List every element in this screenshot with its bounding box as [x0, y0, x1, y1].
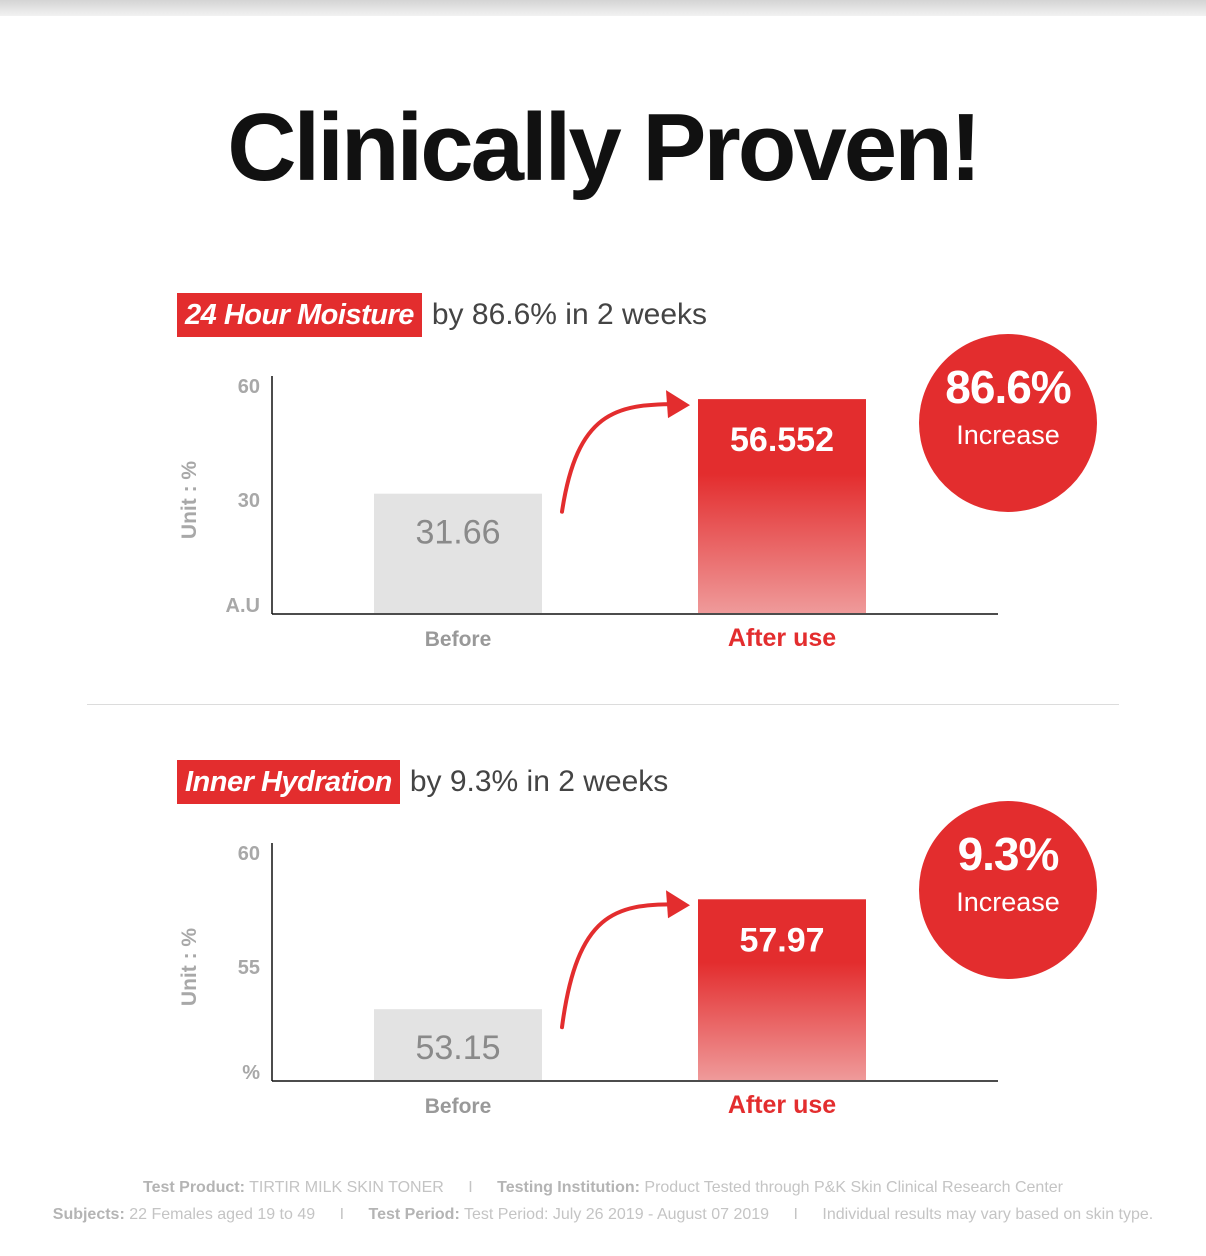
badge-label: Increase: [956, 887, 1060, 917]
section-subtitle: by 9.3% in 2 weeks: [409, 765, 669, 798]
footer-key: Testing Institution:: [497, 1179, 640, 1196]
y-axis-label: Unit : %: [178, 461, 201, 539]
bar-before: [374, 1009, 542, 1080]
x-tick-label: Before: [425, 1095, 492, 1118]
section-subtitle: by 86.6% in 2 weeks: [431, 298, 708, 331]
increase-arrow: [560, 902, 678, 1030]
section-tag: Inner Hydration: [177, 760, 400, 804]
badge-value: 9.3%: [957, 828, 1060, 880]
page-title: Clinically Proven!: [227, 94, 982, 201]
footer-value: Test Period: July 26 2019 - August 07 20…: [463, 1206, 770, 1223]
footer-separator: I: [339, 1206, 345, 1223]
arrow-head-icon: [666, 390, 690, 419]
section-heading: 24 Hour Moisture by 86.6% in 2 weeks: [177, 292, 707, 338]
bar-value-label: 57.97: [739, 921, 824, 959]
footer-value: Individual results may vary based on ski…: [822, 1206, 1154, 1223]
increase-badge: 9.3% Increase: [919, 801, 1097, 979]
top-bar: [0, 0, 1206, 16]
footer-line-1: Test Product: TIRTIR MILK SKIN TONER I T…: [0, 1179, 1206, 1197]
footer-key: Test Product:: [143, 1179, 245, 1196]
y-tick-label: 30: [238, 490, 260, 512]
y-tick-label: A.U: [226, 595, 260, 617]
x-tick-label: After use: [728, 624, 836, 652]
badge-label: Increase: [956, 420, 1060, 450]
increase-arrow: [560, 402, 678, 514]
y-tick-label: 60: [238, 376, 260, 398]
section-heading: Inner Hydration by 9.3% in 2 weeks: [177, 759, 668, 805]
chart-section-moisture: 24 Hour Moisture by 86.6% in 2 weeks Uni…: [0, 292, 1206, 672]
footer-key: Subjects:: [52, 1206, 125, 1223]
footer-value: TIRTIR MILK SKIN TONER: [249, 1179, 444, 1196]
bar-value-label: 56.552: [730, 421, 834, 459]
bar-value-label: 31.66: [415, 514, 500, 552]
footer-key: Test Period:: [368, 1206, 460, 1223]
footer-separator: I: [468, 1179, 473, 1196]
footer-value: Product Tested through P&K Skin Clinical…: [644, 1179, 1063, 1196]
y-tick-label: 60: [238, 843, 260, 865]
bar-after: [698, 399, 866, 613]
y-axis-label: Unit : %: [178, 928, 201, 1006]
bar-chart: Unit : %% 55 60 53.15 Before 57.97 After use: [178, 843, 998, 1119]
x-tick-label: After use: [728, 1091, 836, 1119]
arrow-head-icon: [666, 890, 690, 919]
footer-value: 22 Females aged 19 to 49: [129, 1206, 316, 1223]
section-divider: [87, 704, 1119, 705]
section-tag: 24 Hour Moisture: [177, 293, 422, 337]
bar-after: [698, 899, 866, 1080]
y-tick-label: 55: [238, 957, 260, 979]
footer-line-2: Subjects: 22 Females aged 19 to 49 I Tes…: [0, 1206, 1206, 1224]
increase-badge: 86.6% Increase: [919, 334, 1097, 512]
x-tick-label: Before: [425, 628, 492, 651]
footer-separator: I: [793, 1206, 798, 1223]
chart-section-hydration: Inner Hydration by 9.3% in 2 weeks Unit …: [0, 759, 1206, 1139]
badge-value: 86.6%: [945, 361, 1071, 413]
bar-chart: Unit : % A.U 30 60 31.66 Before 56.552 After us…: [178, 376, 998, 652]
bar-value-label: 53.15: [415, 1029, 500, 1067]
bar-before: [374, 493, 542, 613]
y-tick-label: %: [242, 1062, 260, 1084]
